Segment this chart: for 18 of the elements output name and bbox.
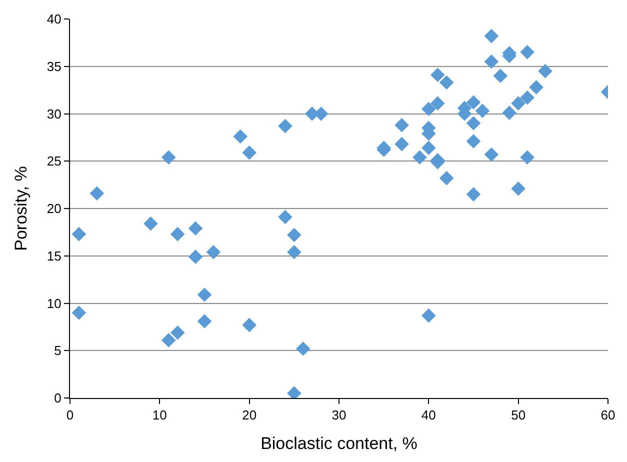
y-tick-label: 35 (46, 58, 62, 74)
x-tick-label: 10 (152, 408, 167, 423)
y-tick-label: 25 (46, 154, 62, 169)
y-tick-label: 10 (46, 296, 62, 311)
x-tick-label: 0 (66, 408, 74, 423)
x-tick-label: 40 (421, 408, 436, 423)
x-tick-label: 30 (332, 408, 346, 423)
x-tick-label: 60 (600, 408, 616, 423)
y-tick-label: 15 (46, 248, 62, 264)
y-tick-label: 40 (46, 12, 62, 27)
x-tick-label: 50 (511, 408, 526, 423)
x-tick-label: 20 (242, 408, 257, 423)
x-axis-title: Bioclastic content, % (260, 434, 418, 453)
y-tick-label: 0 (54, 390, 62, 406)
y-tick-label: 5 (54, 343, 62, 358)
y-tick-label: 20 (46, 201, 62, 216)
y-axis-title: Porosity, % (11, 166, 30, 251)
y-tick-label: 30 (46, 106, 62, 122)
